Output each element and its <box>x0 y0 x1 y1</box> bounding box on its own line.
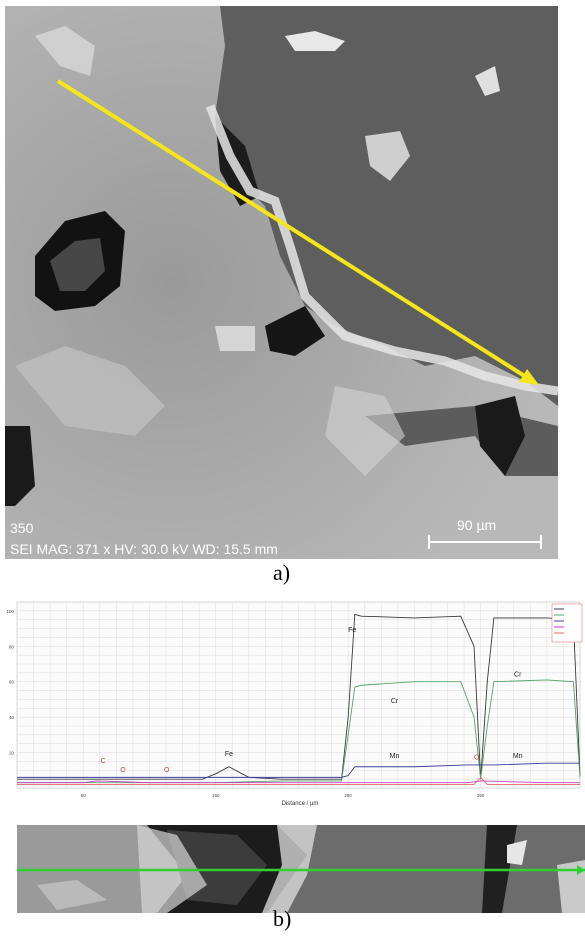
linescan-chart: 20 40 60 80 100 50 150 250 350 Fe Cr Cr Fe Mn Mn C O O O … <box>0 590 585 815</box>
sem-micrograph: 350 SEI MAG: 371 x HV: 30.0 kV WD: 15.5 … <box>5 6 558 559</box>
sem-info-label: 350 <box>10 520 34 536</box>
series-o <box>17 776 580 785</box>
series-fe <box>17 613 581 780</box>
element-annotation: O <box>474 755 480 762</box>
sem-info-line: SEI MAG: 371 x HV: 30.0 kV WD: 15.5 mm <box>10 541 278 557</box>
element-annotation: C <box>101 758 106 765</box>
linescan-strip-image <box>17 825 585 913</box>
series-mn <box>17 762 580 778</box>
strip-scan-arrowhead <box>577 865 585 875</box>
y-tick-label: 100 <box>6 609 14 614</box>
x-tick-label: 50 <box>81 793 87 798</box>
element-annotation: O <box>120 767 126 774</box>
chart-series <box>17 613 581 785</box>
y-tick-label: 40 <box>9 715 15 720</box>
strip-svg <box>17 825 585 913</box>
chart-legend <box>551 603 583 643</box>
series-c <box>17 780 580 784</box>
element-annotation: Cr <box>391 698 399 705</box>
element-annotation: Fe <box>348 627 356 634</box>
x-tick-label: 150 <box>212 793 220 798</box>
element-annotation: Cr <box>514 671 522 678</box>
x-tick-label: 250 <box>344 793 352 798</box>
linescan-arrow <box>56 79 533 382</box>
chart-annotations: Fe Cr Cr Fe Mn Mn C O O O <box>101 627 523 774</box>
element-annotation: Mn <box>513 753 523 760</box>
scale-bar-label: 90 µm <box>457 517 497 533</box>
scale-bar <box>428 535 542 549</box>
element-annotation: Mn <box>390 753 400 760</box>
x-tick-label: 350 <box>477 793 485 798</box>
element-annotation: O <box>164 767 170 774</box>
caption-b: b) <box>273 906 292 931</box>
x-axis-label: Distance / µm <box>282 801 319 807</box>
linescan-arrowhead <box>519 369 539 385</box>
y-tick-label: 60 <box>9 680 15 685</box>
caption-a: a) <box>273 560 291 585</box>
sem-image <box>5 6 558 559</box>
y-tick-label: 80 <box>9 644 15 649</box>
chart-ticks: 20 40 60 80 100 50 150 250 350 <box>6 609 484 798</box>
legend-box <box>551 603 583 643</box>
y-tick-label: 20 <box>9 751 15 756</box>
element-annotation: Fe <box>225 751 233 758</box>
